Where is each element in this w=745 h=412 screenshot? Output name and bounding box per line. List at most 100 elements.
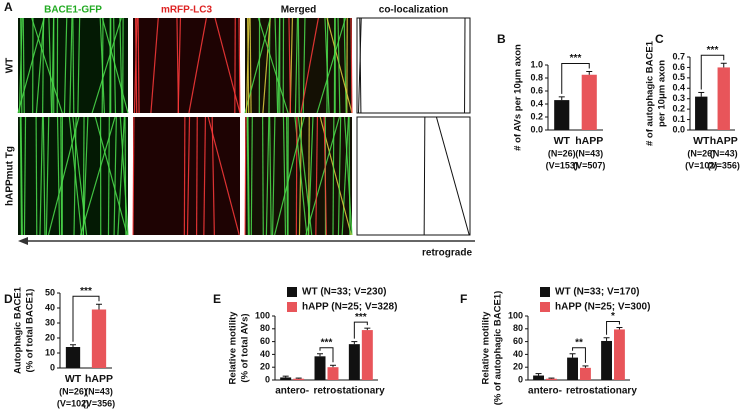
x-tick-label: hAPP — [85, 373, 113, 385]
y-tick-label: 50 — [45, 287, 55, 297]
kymo-track — [133, 17, 138, 114]
kymo-track — [249, 17, 252, 114]
panel-letter: F — [460, 292, 467, 306]
kymo-track — [211, 116, 215, 236]
kymo-track — [56, 116, 61, 236]
y-tick-label: 0.6 — [672, 62, 685, 72]
bar — [361, 330, 373, 380]
kymo-track — [22, 17, 25, 114]
row-label: hAPPmut Tg — [5, 146, 16, 206]
kymo-track — [82, 116, 89, 236]
kymo-track — [19, 116, 23, 236]
kymo-track — [77, 17, 81, 114]
kymo-track — [137, 17, 140, 114]
legend-label: WT (N=33; V=230) — [302, 287, 386, 298]
panel-letter: D — [4, 292, 13, 306]
x-sublabel: (N=43) — [575, 148, 603, 158]
y-tick-label: 0.2 — [530, 111, 543, 121]
kymo-track — [176, 17, 180, 114]
legend-swatch — [287, 302, 297, 312]
x-tick-label: hAPP — [710, 135, 738, 147]
kymo-track — [316, 17, 347, 114]
kymograph — [133, 117, 240, 235]
y-axis-label: per 10μm axon — [657, 60, 668, 127]
kymo-track — [17, 17, 45, 114]
y-tick-label: 20 — [45, 332, 55, 342]
panel-letter: C — [655, 32, 664, 46]
y-tick-label: 20 — [260, 362, 270, 372]
bar — [554, 100, 570, 130]
x-tick-label: retro- — [566, 386, 592, 397]
kymo-track — [124, 116, 127, 236]
y-tick-label: 0.0 — [672, 124, 685, 134]
kymo-track — [203, 116, 207, 236]
kymo-track — [268, 17, 271, 114]
kymo-track — [69, 17, 73, 114]
bar — [567, 357, 578, 380]
bar — [293, 378, 305, 380]
kymo-track — [60, 116, 63, 236]
y-tick-label: 60 — [260, 336, 270, 346]
x-tick-label: antero- — [528, 386, 562, 397]
y-tick-label: 0.4 — [530, 98, 543, 108]
panel-letter: E — [213, 292, 221, 306]
significance-label: *** — [321, 337, 333, 348]
x-tick-label: stationary — [337, 386, 385, 397]
kymo-track — [277, 17, 281, 114]
y-axis-label: (% of autophagic BACE1) — [493, 291, 504, 406]
kymo-track — [332, 116, 335, 236]
y-axis-label: # of AVs per 10μm axon — [513, 44, 524, 151]
kymo-track — [20, 116, 23, 236]
x-sublabel: (N=26) — [687, 148, 715, 158]
x-sublabel: (N=43) — [710, 148, 738, 158]
y-tick-label: 0.0 — [530, 124, 543, 134]
column-header: co-localization — [379, 5, 448, 16]
significance-bracket — [353, 321, 368, 339]
y-tick-label: 0.8 — [530, 72, 543, 82]
kymograph — [356, 116, 471, 236]
x-tick-label: WT — [554, 135, 571, 147]
y-axis-label: Relative motility — [481, 311, 492, 385]
y-tick-label: 10 — [45, 347, 55, 357]
significance-label: *** — [355, 312, 367, 323]
kymo-track — [350, 17, 353, 114]
kymo-track — [343, 116, 353, 236]
y-tick-label: 0.3 — [672, 93, 685, 103]
x-sublabel: (V=102) — [685, 160, 717, 170]
x-tick-label: hAPP — [575, 135, 603, 147]
kymo-track — [119, 17, 123, 114]
bar — [581, 74, 597, 130]
y-tick-label: 0.1 — [672, 114, 685, 124]
significance-bracket — [700, 54, 725, 90]
significance-bracket — [606, 321, 620, 335]
y-axis-label: # of autophagic BACE1 — [645, 40, 656, 146]
kymo-track — [39, 116, 44, 236]
kymo-track — [337, 116, 342, 236]
bar — [327, 367, 339, 380]
kymo-track — [274, 17, 279, 114]
kymo-track — [132, 116, 135, 236]
legend-swatch — [540, 302, 550, 312]
y-tick-label: 40 — [513, 349, 523, 359]
significance-label: *** — [707, 45, 719, 56]
y-axis-label: (% of total AVs) — [240, 313, 251, 382]
x-tick-label: antero- — [275, 386, 309, 397]
y-tick-label: 0.2 — [672, 104, 685, 114]
bar — [601, 340, 612, 380]
column-header: BACE1-GFP — [44, 5, 102, 16]
kymo-track — [183, 116, 186, 236]
arrow-label: retrograde — [422, 248, 472, 259]
kymo-track — [358, 17, 362, 114]
kymo-track — [262, 116, 264, 236]
y-tick-label: 60 — [513, 336, 523, 346]
kymo-track — [257, 17, 289, 114]
kymo-track — [68, 116, 83, 236]
y-tick-label: 20 — [513, 362, 523, 372]
kymo-track — [195, 116, 198, 236]
kymo-track — [250, 116, 253, 236]
x-sublabel: (V=102) — [57, 398, 89, 408]
y-tick-label: 100 — [255, 310, 270, 320]
kymo-track — [35, 17, 45, 114]
y-tick-label: 100 — [508, 310, 523, 320]
kymo-track — [113, 116, 117, 236]
